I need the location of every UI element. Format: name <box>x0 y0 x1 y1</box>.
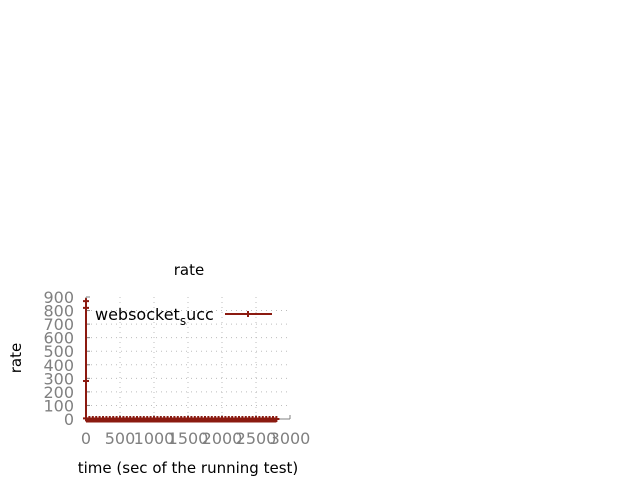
data-point <box>83 298 89 305</box>
data-point <box>83 378 89 385</box>
y-tick-label: 0 <box>64 410 74 429</box>
y-tick-label: 600 <box>43 329 74 348</box>
y-axis-label: rate <box>7 343 25 373</box>
x-tick-label: 3000 <box>270 429 311 448</box>
legend-label: websocketsucc <box>95 305 214 328</box>
data-point <box>83 304 89 311</box>
x-tick-label: 0 <box>81 429 91 448</box>
x-tick-label: 1500 <box>168 429 209 448</box>
legend-label-main: websocket <box>95 305 180 324</box>
legend-label-suffix: ucc <box>186 305 214 324</box>
y-tick-label: 400 <box>43 356 74 375</box>
y-tick-label: 500 <box>43 342 74 361</box>
chart-title: rate <box>174 261 204 279</box>
legend-sample-marker <box>245 311 251 317</box>
y-tick-label: 800 <box>43 302 74 321</box>
y-tick-label: 200 <box>43 383 74 402</box>
y-tick-label: 700 <box>43 315 74 334</box>
legend-label-subscript: s <box>180 314 186 328</box>
y-tick-label: 900 <box>43 288 74 307</box>
x-tick-label: 2500 <box>236 429 277 448</box>
y-tick-label: 300 <box>43 369 74 388</box>
x-axis-label: time (sec of the running test) <box>78 459 299 477</box>
x-tick-label: 500 <box>105 429 136 448</box>
series-group <box>83 298 280 423</box>
x-tick-label: 1000 <box>134 429 175 448</box>
y-tick-label: 100 <box>43 396 74 415</box>
x-tick-label: 2000 <box>202 429 243 448</box>
legend: websocketsucc <box>95 305 272 328</box>
grid <box>86 297 290 419</box>
